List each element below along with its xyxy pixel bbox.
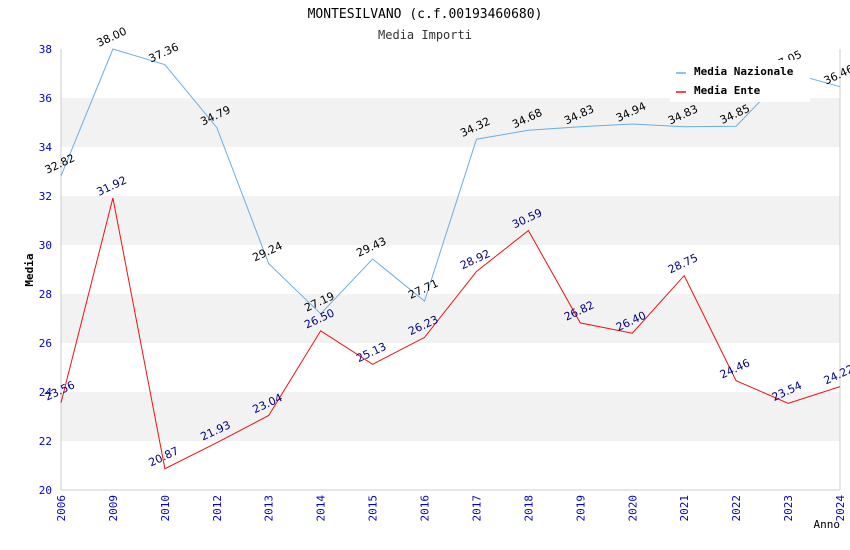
y-tick-label: 26 bbox=[39, 337, 52, 350]
x-tick-label: 2018 bbox=[522, 495, 535, 522]
x-tick-label: 2022 bbox=[730, 495, 743, 522]
x-tick-label: 2009 bbox=[107, 495, 120, 522]
grid-band bbox=[61, 441, 840, 490]
y-axis-label: Media bbox=[23, 253, 36, 286]
grid-bands bbox=[61, 49, 840, 490]
y-tick-label: 28 bbox=[39, 288, 52, 301]
x-tick-label: 2012 bbox=[211, 495, 224, 522]
chart-subtitle: Media Importi bbox=[378, 28, 472, 42]
y-tick-label: 20 bbox=[39, 484, 52, 497]
x-tick-label: 2023 bbox=[782, 495, 795, 522]
y-tick-label: 34 bbox=[39, 141, 53, 154]
x-tick-label: 2020 bbox=[626, 495, 639, 522]
grid-band bbox=[61, 98, 840, 147]
series-lines bbox=[60, 48, 841, 470]
series-line-ente bbox=[60, 197, 841, 470]
x-tick-label: 2021 bbox=[678, 495, 691, 522]
x-tick-label: 2013 bbox=[263, 495, 276, 522]
x-tick-label: 2010 bbox=[159, 495, 172, 522]
x-tick-label: 2015 bbox=[367, 495, 380, 522]
x-tick-label: 2006 bbox=[55, 495, 68, 522]
legend-label-ente: Media Ente bbox=[694, 84, 761, 97]
legend-label-nazionale: Media Nazionale bbox=[694, 65, 794, 78]
grid-band bbox=[61, 294, 840, 343]
y-tick-label: 32 bbox=[39, 190, 52, 203]
x-tick-label: 2014 bbox=[315, 495, 328, 522]
x-tick-label: 2019 bbox=[574, 495, 587, 522]
grid-band bbox=[61, 147, 840, 196]
legend-box bbox=[670, 60, 810, 102]
x-tick-label: 2016 bbox=[419, 495, 432, 522]
series-line-nazionale bbox=[60, 48, 841, 315]
x-tick-label: 2017 bbox=[470, 495, 483, 522]
y-tick-label: 24 bbox=[39, 386, 53, 399]
legend: Media Nazionale Media Ente bbox=[670, 60, 810, 102]
y-tick-label: 36 bbox=[39, 92, 52, 105]
y-tick-label: 38 bbox=[39, 43, 52, 56]
x-tick-label: 2024 bbox=[834, 495, 847, 522]
grid-band bbox=[61, 392, 840, 441]
x-axis-label: Anno bbox=[814, 518, 841, 531]
grid-band bbox=[61, 245, 840, 294]
grid-band bbox=[61, 343, 840, 392]
axes bbox=[60, 49, 841, 491]
data-label: 38.00 bbox=[95, 25, 129, 50]
y-tick-label: 22 bbox=[39, 435, 52, 448]
y-tick-label: 30 bbox=[39, 239, 52, 252]
chart-title: MONTESILVANO (c.f.00193460680) bbox=[308, 7, 543, 22]
